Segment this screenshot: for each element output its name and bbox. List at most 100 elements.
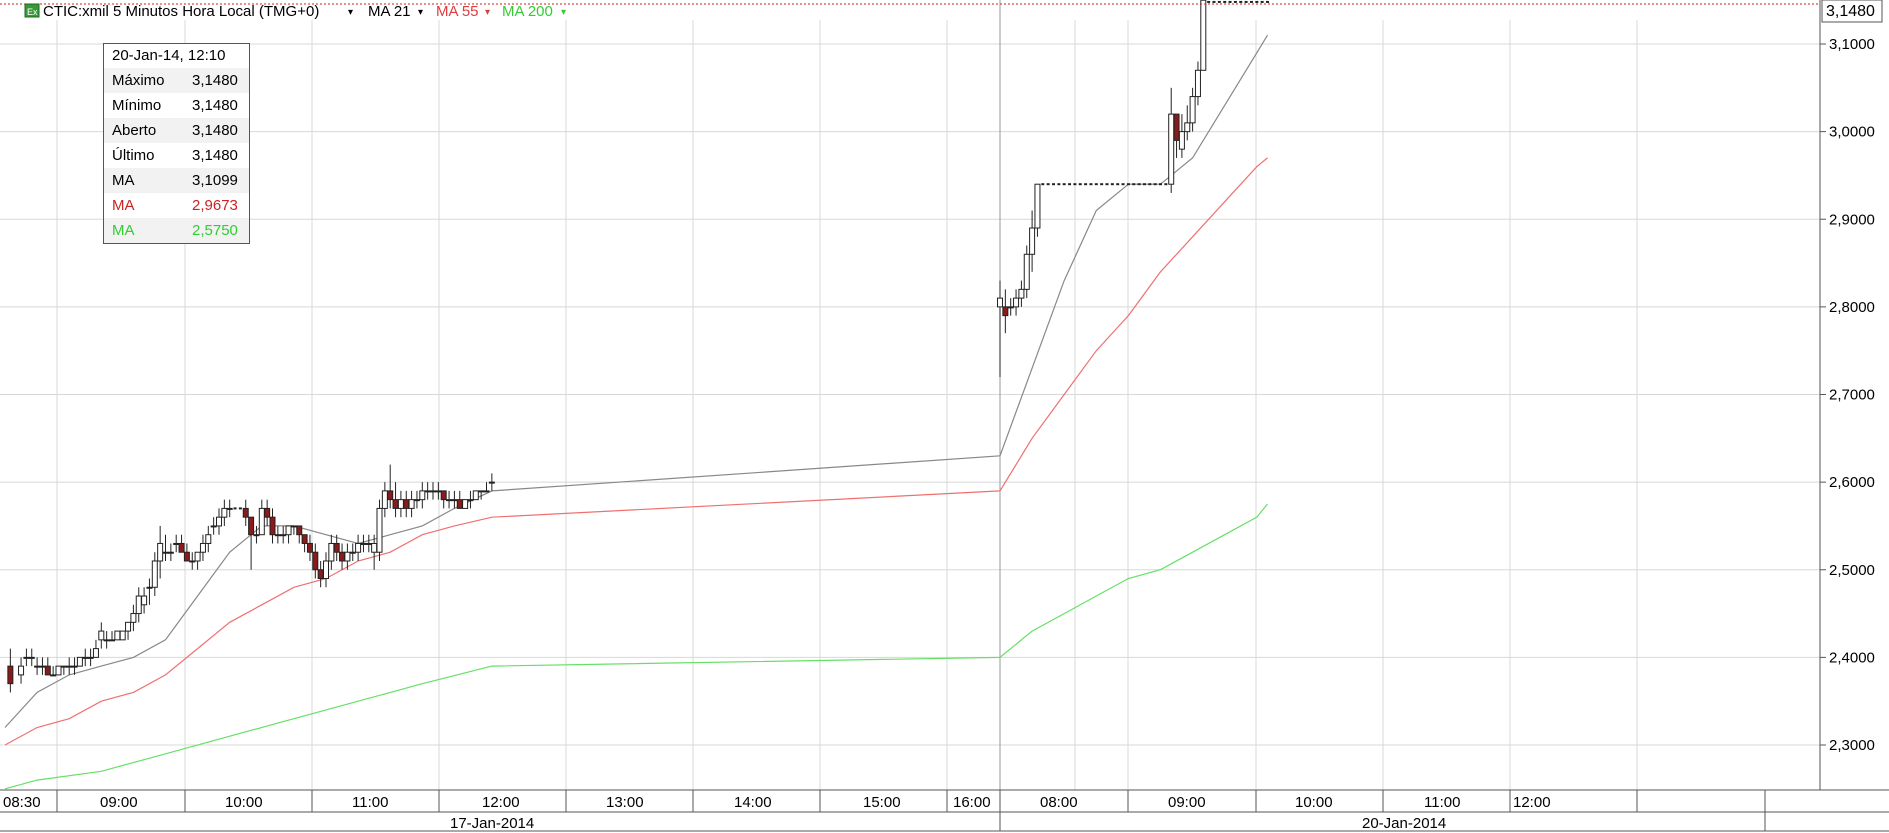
candle-body [1018, 288, 1025, 299]
candle [205, 525, 212, 553]
candle-body [376, 507, 383, 553]
candle [1194, 61, 1201, 106]
candle-body [60, 665, 67, 668]
info-row-value: 3,1099 [192, 172, 238, 189]
candle-body [328, 542, 335, 562]
candle-dot [1073, 183, 1077, 186]
candle-body [125, 621, 132, 632]
candle [50, 666, 57, 677]
x-tick-label: 12:00 [1513, 794, 1551, 811]
candle [178, 534, 185, 553]
candle-body [119, 630, 126, 641]
y-tick-label: 2,9000 [1829, 211, 1875, 228]
candle [258, 499, 265, 536]
candle-body [1168, 113, 1175, 185]
candle-body [258, 507, 265, 536]
candle-dot [1233, 0, 1237, 3]
candle [1255, 0, 1259, 3]
candle-body [269, 516, 276, 536]
info-row: Último 3,1480 [104, 143, 249, 168]
candle-body [301, 534, 308, 544]
info-date: 20-Jan-14, 12:10 [112, 47, 226, 64]
candle-dot [1094, 183, 1098, 186]
candle-body [997, 297, 1003, 308]
info-row-label: Aberto [112, 122, 157, 139]
candle-body [1007, 306, 1014, 309]
candle [242, 499, 249, 526]
candle-dot [1052, 183, 1055, 186]
candle-body [1013, 297, 1020, 308]
y-tick-label: 2,5000 [1829, 562, 1875, 579]
candle-body [1194, 69, 1201, 98]
symbol-label[interactable]: CTIC:xmil 5 Minutos Hora Local (TMG+0) [43, 3, 319, 20]
candle [1002, 289, 1009, 334]
candle-dot [1244, 0, 1248, 3]
candle-body [349, 551, 356, 554]
candle [199, 534, 206, 561]
candle [387, 464, 394, 509]
candle [1159, 183, 1162, 186]
dropdown-arrow-icon[interactable]: ▾ [348, 7, 353, 18]
candle-body [109, 639, 115, 642]
x-tick-label: 09:00 [100, 794, 138, 811]
candle-body [76, 656, 83, 667]
candle [296, 525, 303, 544]
candle [1142, 183, 1146, 186]
candle-body [135, 595, 142, 615]
candle-body [7, 665, 14, 685]
candle [301, 534, 308, 553]
candle-dot [1057, 183, 1061, 186]
candle-body [28, 656, 35, 659]
candle-body [39, 665, 46, 668]
candle [1094, 183, 1098, 186]
candle [130, 604, 137, 632]
dropdown-arrow-icon[interactable]: ▾ [485, 7, 490, 18]
candle [76, 656, 83, 667]
candle-dot [233, 507, 237, 510]
x-tick-label: 11:00 [1424, 794, 1460, 811]
candle-dot [1255, 0, 1259, 3]
candle-body [472, 490, 479, 501]
chart-badge-icon[interactable]: Ex [24, 3, 40, 18]
candle-body [285, 525, 292, 536]
price-axis: 2,3000 2,4000 2,5000 2,6000 2,7000 2,8000 2,90… [1819, 0, 1875, 790]
candle [1212, 0, 1216, 3]
candle-body [221, 507, 228, 518]
candle-body [34, 665, 41, 668]
info-row-label: Mínimo [112, 97, 162, 114]
candle-dot [1137, 183, 1141, 186]
candle [151, 552, 158, 597]
info-row: Mínimo 3,1480 [104, 93, 249, 118]
candle [285, 525, 292, 544]
indicator-ma200[interactable]: MA 200 [502, 3, 553, 20]
candle-body [162, 551, 169, 554]
candle-dot [1068, 183, 1072, 186]
candle-dot [1089, 183, 1093, 186]
candle-body [290, 525, 297, 528]
info-row-label: MA [112, 197, 135, 214]
candle [1116, 183, 1120, 186]
candle-body [467, 499, 474, 502]
y-tick-label: 3,1000 [1829, 36, 1875, 53]
candle-body [205, 534, 212, 544]
candle [146, 578, 153, 605]
candle [1164, 183, 1168, 186]
candle-body [280, 534, 287, 537]
candle-dot [1062, 183, 1066, 186]
dropdown-arrow-icon[interactable]: ▾ [418, 7, 423, 18]
candle-body [306, 542, 313, 553]
info-row-value: 3,1480 [192, 72, 238, 89]
candle-dot [1260, 0, 1264, 3]
candle-body [462, 499, 469, 509]
candle [1121, 183, 1125, 186]
candle-body [392, 499, 399, 509]
indicator-ma21[interactable]: MA 21 [368, 3, 411, 20]
candle-body [23, 656, 30, 659]
candle-body [210, 525, 217, 528]
dropdown-arrow-icon[interactable]: ▾ [561, 7, 566, 18]
indicator-ma55[interactable]: MA 55 [436, 3, 479, 20]
candle-body [50, 674, 57, 677]
candle [408, 490, 415, 518]
candle [1034, 183, 1041, 237]
